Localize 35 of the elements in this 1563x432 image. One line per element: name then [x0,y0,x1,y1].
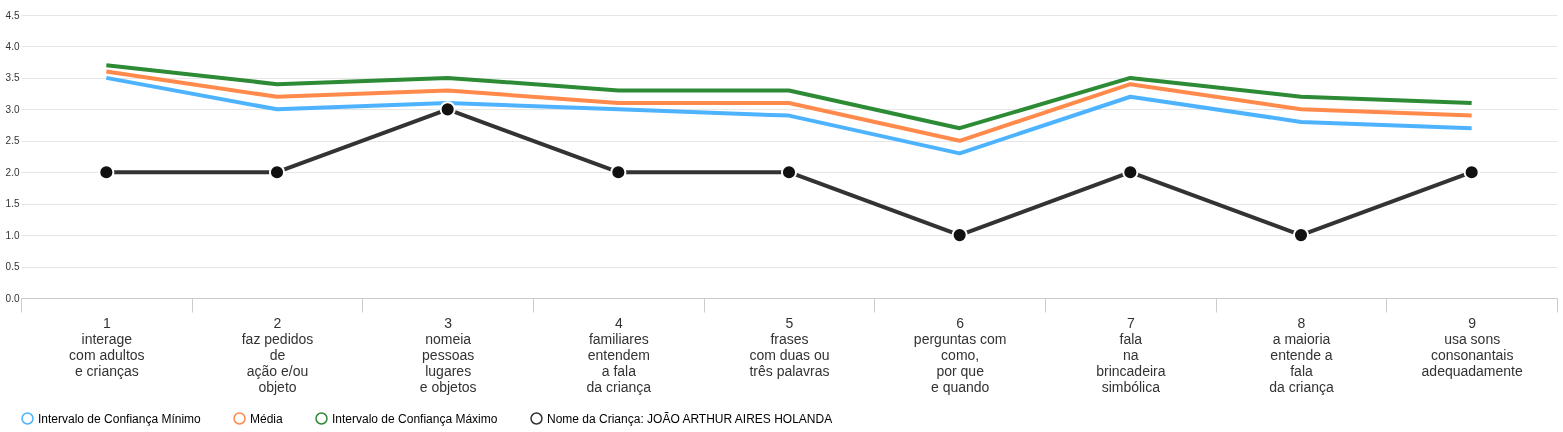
x-tick-label: 5 frases com duas ou três palavras [749,314,830,379]
legend-label: Intervalo de Confiança Máximo [332,411,498,426]
x-tick-label: 9 usa sons consonantais adequadamente [1421,314,1523,379]
y-tick-label: 2.0 [5,166,20,178]
y-tick-label: 1.5 [5,198,20,210]
y-tick-label: 3.0 [5,103,20,115]
point [951,227,968,244]
point [98,164,115,181]
line-series [104,69,1474,143]
point [439,101,456,118]
y-tick-label: 4.5 [5,9,20,21]
x-tick-label: 2 faz pedidos de ação e/ou objeto [241,314,314,395]
point [610,164,627,181]
x-tick-label: 6 perguntas com como, por que e quando [913,314,1007,395]
legend-label: Média [250,411,284,426]
y-tick-label: 0.0 [5,292,20,304]
x-tick-label: 7 fala na brincadeira simbólica [1096,314,1166,395]
x-tick-label: 3 nomeia pessoas lugares e objetos [419,314,477,395]
line-series [104,75,1474,156]
y-tick-label: 2.5 [5,135,20,147]
y-tick-label: 1.0 [5,229,20,241]
x-tick-label: 4 familiares entendem a fala da criança [586,314,652,395]
point [780,164,798,181]
point [1292,227,1310,244]
y-tick-label: 3.5 [5,72,20,84]
y-tick-label: 4.0 [5,40,20,52]
line-series [104,63,1474,131]
legend-label: Intervalo de Confiança Mínimo [38,411,202,426]
point [1463,164,1480,181]
y-tick-label: 0.5 [5,261,20,273]
point [268,164,286,181]
x-tick-label: 1 interage com adultos e crianças [69,314,145,379]
x-tick-label: 8 a maioria entende a fala da criança [1269,314,1335,395]
legend-label: Nome da Criança: JOÃO ARTHUR AIRES HOLANDA [547,411,833,426]
point [1122,164,1139,181]
